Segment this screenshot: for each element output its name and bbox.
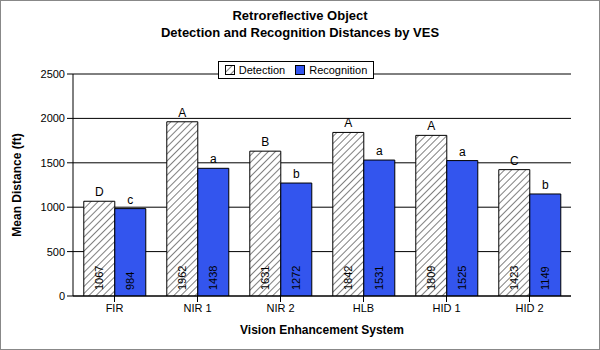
svg-text:NIR 1: NIR 1 xyxy=(183,302,211,314)
svg-text:1500: 1500 xyxy=(41,157,65,169)
svg-text:1962: 1962 xyxy=(176,266,188,290)
svg-text:1525: 1525 xyxy=(456,266,468,290)
svg-text:1531: 1531 xyxy=(373,266,385,290)
svg-text:C: C xyxy=(510,154,519,168)
html-text:Detection: Detection xyxy=(238,64,286,76)
svg-text:2500: 2500 xyxy=(41,68,65,80)
svg-text:1423: 1423 xyxy=(508,266,520,290)
svg-text:A: A xyxy=(427,119,435,133)
svg-text:1438: 1438 xyxy=(207,266,219,290)
svg-text:HID 2: HID 2 xyxy=(515,302,543,314)
svg-text:0: 0 xyxy=(59,290,65,302)
svg-text:1809: 1809 xyxy=(425,266,437,290)
svg-text:D: D xyxy=(95,185,104,199)
svg-text:1631: 1631 xyxy=(259,266,271,290)
svg-text:a: a xyxy=(376,144,383,158)
svg-text:2000: 2000 xyxy=(41,112,65,124)
svg-text:a: a xyxy=(210,152,217,166)
svg-text:1272: 1272 xyxy=(290,266,302,290)
svg-text:984: 984 xyxy=(124,272,136,290)
svg-text:HLB: HLB xyxy=(353,302,374,314)
svg-text:c: c xyxy=(127,193,133,207)
svg-text:500: 500 xyxy=(47,246,65,258)
svg-text:NIR 2: NIR 2 xyxy=(266,302,294,314)
svg-text:B: B xyxy=(261,135,269,149)
svg-text:A: A xyxy=(178,106,186,120)
svg-text:1000: 1000 xyxy=(41,201,65,213)
svg-text:b: b xyxy=(542,178,549,192)
html-text:Detection and Recognition Dist: Detection and Recognition Distances by V… xyxy=(160,25,440,40)
svg-text:a: a xyxy=(459,145,466,159)
svg-text:Mean Distance (ft): Mean Distance (ft) xyxy=(10,133,24,236)
svg-text:b: b xyxy=(293,167,300,181)
html-text:Recognition: Recognition xyxy=(309,64,368,76)
svg-text:HID 1: HID 1 xyxy=(432,302,460,314)
svg-text:1842: 1842 xyxy=(342,266,354,290)
html-text:Retroreflective Object: Retroreflective Object xyxy=(232,8,368,23)
svg-text:1067: 1067 xyxy=(93,266,105,290)
svg-text:1149: 1149 xyxy=(539,266,551,290)
svg-text:FIR: FIR xyxy=(106,302,124,314)
svg-text:A: A xyxy=(344,116,352,130)
svg-text:Vision Enhancement System: Vision Enhancement System xyxy=(240,323,404,337)
